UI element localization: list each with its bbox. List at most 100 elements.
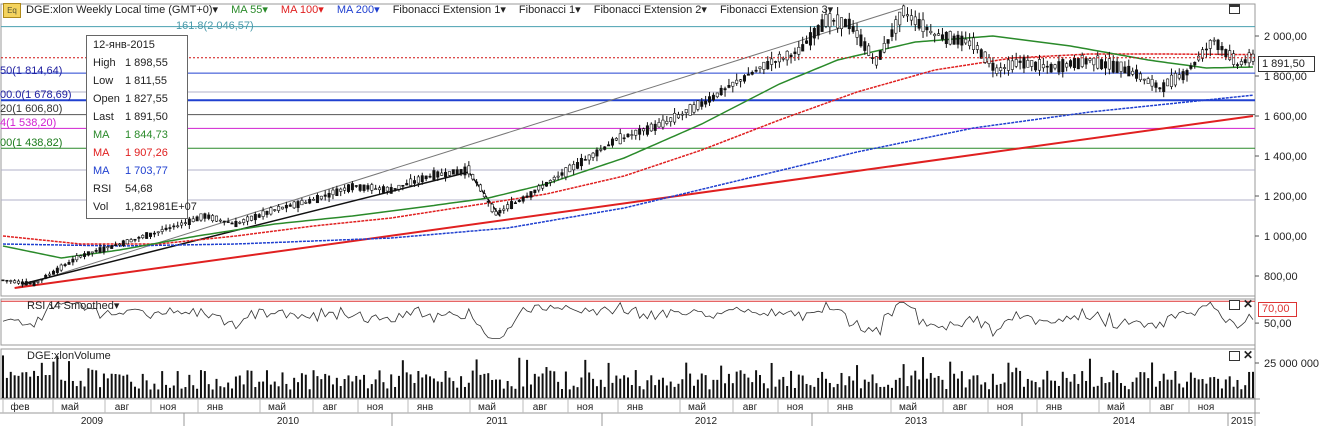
candle-body xyxy=(292,201,296,209)
volume-bar xyxy=(533,373,536,398)
volume-bar xyxy=(553,371,556,398)
candle-body xyxy=(572,164,576,171)
volume-pane-close-icon[interactable]: ✕ xyxy=(1243,348,1254,362)
candle-body xyxy=(1166,78,1170,87)
volume-bar xyxy=(436,381,439,398)
candle-body xyxy=(525,195,529,198)
candle-body xyxy=(28,282,32,285)
candle-body xyxy=(995,67,999,74)
volume-bar xyxy=(704,375,707,398)
candle-body xyxy=(1088,58,1092,61)
volume-bar xyxy=(758,375,761,398)
volume-bar xyxy=(192,385,195,398)
volume-bar xyxy=(475,359,478,398)
volume-bar xyxy=(584,359,587,398)
volume-bar xyxy=(425,374,428,398)
ma100-menu[interactable]: MA 100▾ xyxy=(280,4,324,16)
volume-bar xyxy=(157,389,160,398)
volume-bar xyxy=(405,372,408,398)
volume-bar xyxy=(770,362,773,398)
candle-body xyxy=(785,50,789,61)
volume-bar xyxy=(615,375,618,398)
volume-bar xyxy=(227,382,230,398)
rsi-pane-minimize-button[interactable] xyxy=(1229,300,1240,310)
instrument-badge[interactable]: Eq xyxy=(3,3,21,18)
candle-body xyxy=(249,215,253,221)
candle-body xyxy=(1107,58,1111,70)
volume-bar xyxy=(133,386,136,398)
candle-body xyxy=(428,175,432,178)
candle-body xyxy=(704,100,708,105)
candle-body xyxy=(218,219,222,222)
candle-body xyxy=(199,213,203,221)
volume-bar xyxy=(25,372,28,398)
candle-body xyxy=(1069,60,1073,67)
ma55-line xyxy=(2,35,1254,259)
volume-bar xyxy=(580,377,583,398)
fib-ext2-menu[interactable]: Fibonacci Extension 2▾ xyxy=(593,4,707,16)
ma55-menu[interactable]: MA 55▾ xyxy=(231,4,268,16)
candle-body xyxy=(657,122,661,128)
month-label: янв xyxy=(417,402,433,413)
volume-bar xyxy=(1197,379,1200,398)
volume-bar xyxy=(118,374,121,398)
volume-bar xyxy=(304,374,307,398)
rsi-pane-title[interactable]: RSI 14 Smoothed▾ xyxy=(27,300,120,312)
rsi-line xyxy=(2,301,1254,339)
candle-body xyxy=(486,200,490,203)
tooltip-last: 1 891,50 xyxy=(125,111,168,123)
candle-body xyxy=(304,202,308,204)
volume-bar xyxy=(506,381,509,398)
fib-ext3-menu[interactable]: Fibonacci Extension 3▾ xyxy=(719,4,834,16)
candle-body xyxy=(894,19,898,34)
chart-header: DGE:xlon Weekly Local time (GMT+0)▾ MA 5… xyxy=(26,3,843,16)
candle-body xyxy=(24,281,28,286)
volume-pane-title[interactable]: DGE:xlonVolume xyxy=(27,350,111,362)
month-label: май xyxy=(61,402,79,413)
candle-body xyxy=(238,222,242,224)
candle-body xyxy=(253,213,257,221)
fib1-menu[interactable]: Fibonacci 1▾ xyxy=(518,4,581,16)
symbol-menu[interactable]: DGE:xlon Weekly Local time (GMT+0)▾ xyxy=(26,4,219,16)
candle-body xyxy=(261,210,265,217)
volume-bar xyxy=(106,378,109,398)
volume-bar xyxy=(1034,381,1037,398)
candle-body xyxy=(424,175,428,180)
volume-bar xyxy=(751,382,754,398)
volume-bar xyxy=(821,371,824,398)
candle-body xyxy=(17,280,21,284)
rsi-pane-close-icon[interactable]: ✕ xyxy=(1243,297,1254,311)
ma200-menu[interactable]: MA 200▾ xyxy=(336,4,380,16)
candle-body xyxy=(731,81,735,87)
volume-bar xyxy=(1085,380,1088,398)
rsi-tick-label: 50,00 xyxy=(1264,318,1292,330)
candle-body xyxy=(1003,67,1007,69)
tooltip-open: 1 827,55 xyxy=(125,93,168,105)
candle-body xyxy=(541,184,545,189)
volume-bar xyxy=(856,365,859,398)
volume-pane-minimize-button[interactable] xyxy=(1229,351,1240,361)
candle-body xyxy=(211,215,215,222)
volume-bar xyxy=(844,385,847,398)
fib-ext1-menu[interactable]: Fibonacci Extension 1▾ xyxy=(392,4,506,16)
volume-bar xyxy=(1123,385,1126,398)
volume-bar xyxy=(731,383,734,398)
candle-body xyxy=(331,189,335,196)
candle-body xyxy=(362,184,366,191)
candle-body xyxy=(478,184,482,192)
volume-bar xyxy=(995,384,998,398)
candle-body xyxy=(98,247,102,253)
volume-bar xyxy=(1186,381,1189,398)
volume-bar xyxy=(110,373,113,398)
main-pane-maximize-button[interactable] xyxy=(1229,4,1240,14)
volume-bar xyxy=(828,382,831,398)
volume-bar xyxy=(122,375,125,398)
volume-bar xyxy=(623,375,626,398)
candle-body xyxy=(117,243,121,246)
candle-body xyxy=(1034,61,1038,71)
volume-bar xyxy=(863,379,866,398)
candle-body xyxy=(1146,78,1150,84)
candle-body xyxy=(859,34,863,47)
volume-bar xyxy=(1050,380,1053,398)
candle-body xyxy=(614,138,618,141)
